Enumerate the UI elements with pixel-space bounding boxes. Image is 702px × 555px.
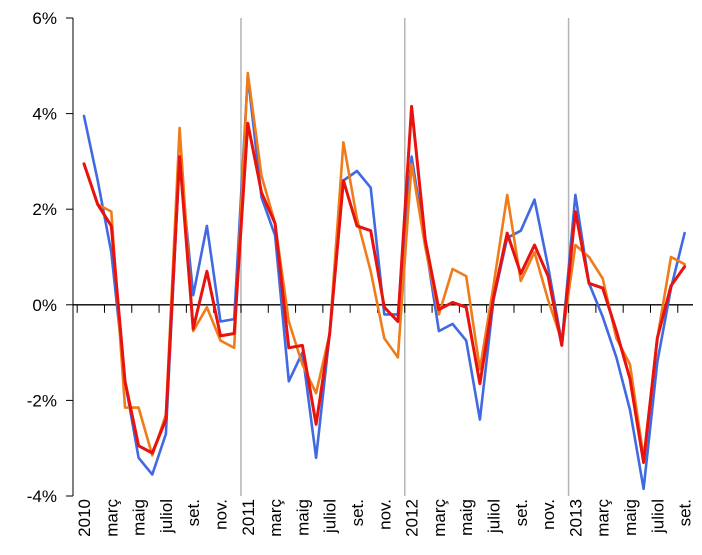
y-tick-label: 2% [32,200,57,219]
series-lines [82,71,687,491]
x-tick-label: set. [676,499,695,526]
x-tick-label: març [430,499,449,537]
x-tick-label: maig [293,499,312,536]
x-tick-label: juliol [321,499,340,534]
x-tick-label: maig [457,499,476,536]
y-tick-label: -2% [27,391,57,410]
x-tick-label: nov. [539,499,558,530]
x-tick-label: juliol [648,499,667,534]
x-tick-label: nov. [212,499,231,530]
x-tick-label: març [266,499,285,537]
x-tick-label: 2011 [239,499,258,536]
x-tick-label: set. [348,499,367,526]
series-line-3 [82,104,687,464]
x-tick-label: nov. [375,499,394,530]
x-tick-label: març [594,499,613,537]
x-tick-label: 2012 [403,499,422,537]
y-tick-label: -4% [27,487,57,506]
x-tick-label: 2010 [75,499,94,537]
x-axis-ticks: 2010 març maig juliol set. nov. 2011 març maig ju… [75,304,695,537]
x-tick-label: 2013 [566,499,585,537]
y-tick-label: 6% [32,9,57,28]
y-axis-ticks: -4% -2% 0% 2% 4% 6% [27,9,73,506]
y-tick-label: 0% [32,296,57,315]
y-tick-label: 4% [32,105,57,124]
x-tick-label: set. [512,499,531,526]
x-tick-label: set. [184,499,203,526]
x-tick-label: març [102,499,121,537]
x-tick-label: maig [130,499,149,536]
x-tick-label: juliol [157,499,176,534]
x-tick-label: maig [621,499,640,536]
x-tick-label: juliol [485,499,504,534]
